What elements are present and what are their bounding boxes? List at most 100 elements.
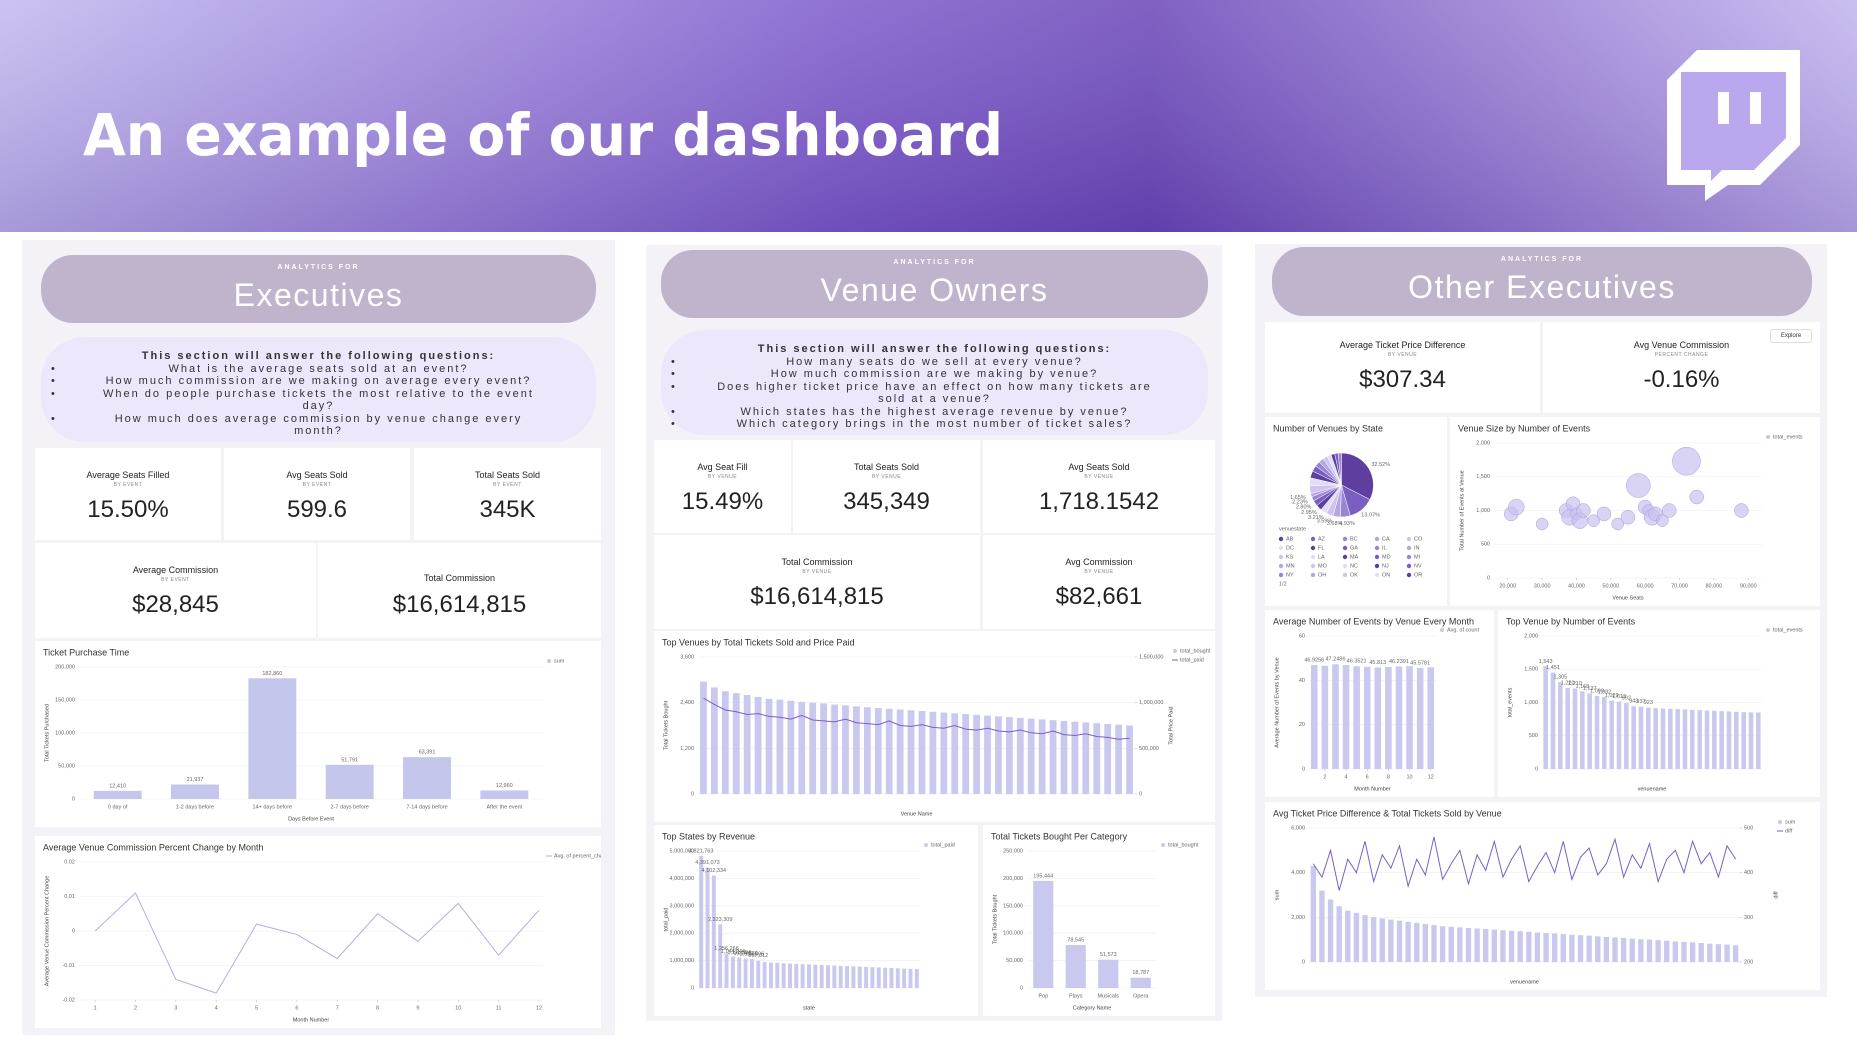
bar (1439, 926, 1446, 962)
bubble (1656, 514, 1669, 527)
legend-dot (1406, 572, 1412, 578)
bar (1379, 918, 1385, 962)
kpi-value: $82,661 (1055, 583, 1143, 610)
legend-dot (1310, 563, 1316, 569)
bar (885, 708, 893, 794)
x-tick-label: Plays (1069, 993, 1083, 999)
value-label: 45.5781 (1410, 660, 1430, 666)
question: What is the average seats sold at an eve… (51, 363, 546, 376)
bar (838, 965, 843, 988)
bar (1321, 665, 1329, 769)
y-tick-label: 150,000 (55, 697, 75, 703)
x-tick-label: 80,000 (1705, 583, 1722, 589)
legend-marker (1173, 649, 1177, 653)
bar (724, 953, 729, 988)
bar (1624, 703, 1629, 769)
bubble (1508, 498, 1525, 516)
bar (1427, 667, 1434, 769)
legend-dot (1310, 545, 1316, 551)
y-tick-label: 0 (691, 791, 694, 797)
bar (1638, 706, 1644, 769)
value-label: 992 (1622, 695, 1631, 701)
bar (1353, 912, 1360, 962)
bar (1405, 921, 1411, 962)
bar (776, 699, 784, 794)
slice-label: 1.65% (1290, 495, 1306, 501)
bar (1603, 936, 1610, 962)
explore-button[interactable]: Explore (1770, 329, 1812, 343)
bar (1483, 928, 1489, 962)
x-tick-label: 14+ days before (253, 804, 293, 810)
legend-label: IL (1382, 545, 1387, 551)
bar (951, 713, 959, 794)
kpi-value: 345,349 (843, 488, 930, 515)
section-header: ANALYTICS FOR Other Executives (1272, 247, 1812, 316)
bar (1115, 724, 1122, 794)
legend-marker (1766, 628, 1770, 632)
bar (788, 963, 792, 988)
value-label: 46.2391 (1389, 659, 1409, 665)
bar (870, 967, 875, 988)
bar (1517, 931, 1523, 962)
bar (851, 966, 856, 988)
bar (705, 867, 710, 988)
x-axis-label: Venue Name (901, 811, 933, 817)
y2-tick-label: 300 (1744, 915, 1753, 921)
y-tick-label: 0.02 (64, 859, 75, 865)
y2-tick-label: 500 (1744, 825, 1753, 831)
value-label: 943 (1629, 699, 1638, 705)
chart: Number of Venues by State 32.52% 13.07% 4.9… (1265, 417, 1447, 606)
bar (1668, 708, 1673, 769)
bar (1465, 928, 1472, 962)
bar (962, 714, 970, 794)
value-label: 51,573 (1100, 952, 1117, 958)
legend-dot (1310, 572, 1316, 578)
bar (800, 964, 805, 988)
legend-dot (1342, 536, 1348, 542)
kpi-sub: BY EVENT (161, 577, 190, 583)
legend-page: 1/2 (1279, 581, 1287, 587)
bar (171, 784, 219, 799)
bar (1500, 930, 1506, 962)
y-tick-label: 3,600 (680, 654, 694, 660)
value-label: 45.813 (1369, 660, 1386, 666)
bar (973, 714, 980, 794)
x-tick-label: 2 (134, 1005, 137, 1011)
bar (863, 707, 871, 794)
x-tick-label: Opera (1133, 993, 1149, 999)
bar (721, 691, 729, 794)
kpi-label: Average Ticket Price Difference (1339, 340, 1466, 350)
x-tick-label: After the event (486, 804, 522, 810)
legend-dot (1278, 563, 1284, 569)
bar (1406, 666, 1413, 769)
bar (1569, 934, 1575, 962)
bar (1027, 718, 1035, 794)
legend-label: Avg. of count (1447, 627, 1479, 633)
value-label: 1,029 (1605, 693, 1619, 699)
bar (325, 764, 374, 799)
bar (883, 967, 888, 988)
slice-label: 32.52% (1371, 462, 1390, 468)
y-tick-label: 0.01 (64, 894, 75, 900)
twitch-logo (1667, 50, 1800, 201)
bubble (1620, 510, 1636, 525)
y2-tick-label: 1,500,000 (1139, 654, 1163, 660)
x-tick-label: 12 (1428, 774, 1434, 780)
bar (1660, 708, 1666, 769)
slice-label: 13.07% (1361, 513, 1380, 519)
legend-marker (547, 659, 551, 663)
legend-dot (1278, 572, 1284, 578)
bar (819, 964, 824, 988)
kpi-value: 345K (479, 496, 536, 523)
bar (1353, 666, 1360, 769)
y-axis-label: Total Tickets Bought (663, 700, 669, 750)
kpi-sub: PERCENT CHANGE (1654, 352, 1709, 358)
legend-label: total_events (1773, 434, 1803, 440)
x-tick-label: 1 (94, 1005, 97, 1011)
bar (1682, 709, 1688, 769)
bar (1342, 665, 1350, 769)
x-axis-label: Category Name (1073, 1005, 1112, 1011)
value-label: 1,256,266 (714, 946, 738, 952)
x-tick-label: 8 (1387, 774, 1390, 780)
x-tick-label: 12 (536, 1005, 542, 1011)
